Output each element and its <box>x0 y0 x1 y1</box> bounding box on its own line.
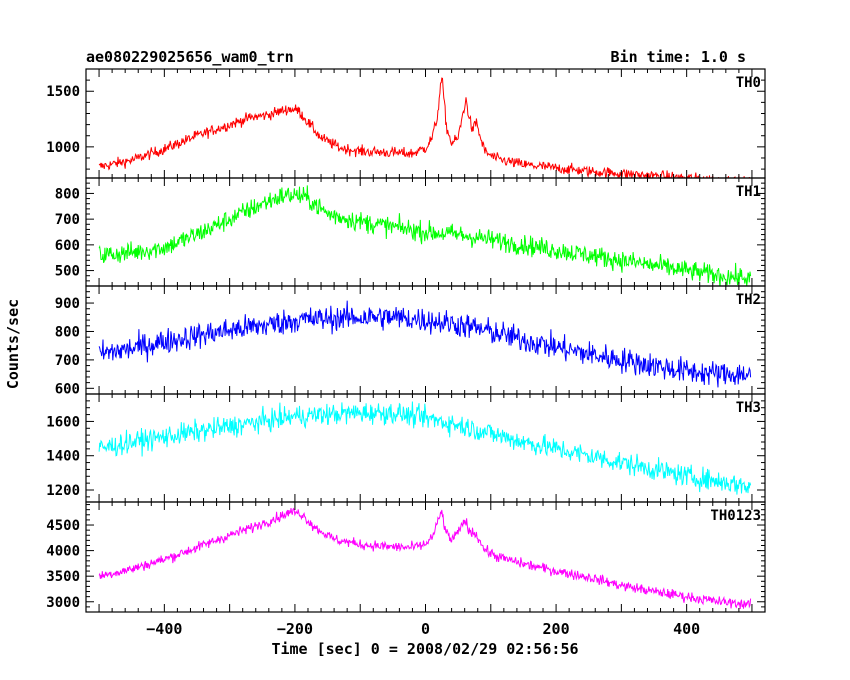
x-tick-label: 200 <box>543 620 570 638</box>
panel-frame <box>85 501 766 613</box>
series-line-th0 <box>98 77 750 178</box>
y-tick-label: 4000 <box>46 544 80 560</box>
y-tick-label: 700 <box>55 212 80 228</box>
y-tick-label: 700 <box>55 353 80 369</box>
y-tick-label: 800 <box>55 186 80 202</box>
y-tick-label: 500 <box>55 264 80 280</box>
panel-label-th0: TH0 <box>736 75 761 91</box>
series-line-th2 <box>98 300 752 388</box>
series-line-th0123 <box>98 507 752 610</box>
y-tick-label: 3000 <box>46 595 80 611</box>
x-tick-label: −400 <box>146 620 182 638</box>
panel-label-th1: TH1 <box>736 184 761 200</box>
y-tick-label: 1000 <box>46 140 80 156</box>
bin-time-label: Bin time: 1.0 s <box>611 48 746 66</box>
y-tick-label: 600 <box>55 238 80 254</box>
y-tick-label: 1400 <box>46 449 80 465</box>
series-line-th3 <box>98 401 752 495</box>
y-tick-label: 4500 <box>46 518 80 534</box>
y-axis-label: Counts/sec <box>4 299 22 389</box>
series-line-th1 <box>98 185 752 286</box>
x-axis: −400 −200 0 200 400 <box>146 620 700 638</box>
x-tick-label: −200 <box>277 620 313 638</box>
y-tick-label: 900 <box>55 296 80 312</box>
y-tick-label: 1500 <box>46 84 80 100</box>
panel-th2: 600 700 800 900 TH2 <box>55 285 766 397</box>
panel-label-th3: TH3 <box>736 400 761 416</box>
panel-stack: 1000 1500 TH0 500 600 700 800 TH1 600 700 800 900 TH… <box>46 68 766 613</box>
panel-label-th2: TH2 <box>736 292 761 308</box>
chart-title: ae080229025656_wam0_trn <box>86 48 294 66</box>
y-tick-label: 1600 <box>46 414 80 430</box>
panel-frame <box>85 68 766 179</box>
y-tick-label: 600 <box>55 381 80 397</box>
y-tick-label: 800 <box>55 324 80 340</box>
x-tick-label: 400 <box>673 620 700 638</box>
x-axis-label: Time [sec] 0 = 2008/02/29 02:56:56 <box>271 640 578 658</box>
y-tick-label: 3500 <box>46 569 80 585</box>
panel-th0123: 3000 3500 4000 4500 TH0123 <box>46 501 766 613</box>
panel-th0: 1000 1500 TH0 <box>46 68 766 179</box>
panel-label-th0123: TH0123 <box>710 508 761 524</box>
panel-th1: 500 600 700 800 TH1 <box>55 177 766 287</box>
panel-th3: 1200 1400 1600 TH3 <box>46 393 766 503</box>
y-tick-label: 1200 <box>46 483 80 499</box>
x-tick-label: 0 <box>421 620 430 638</box>
